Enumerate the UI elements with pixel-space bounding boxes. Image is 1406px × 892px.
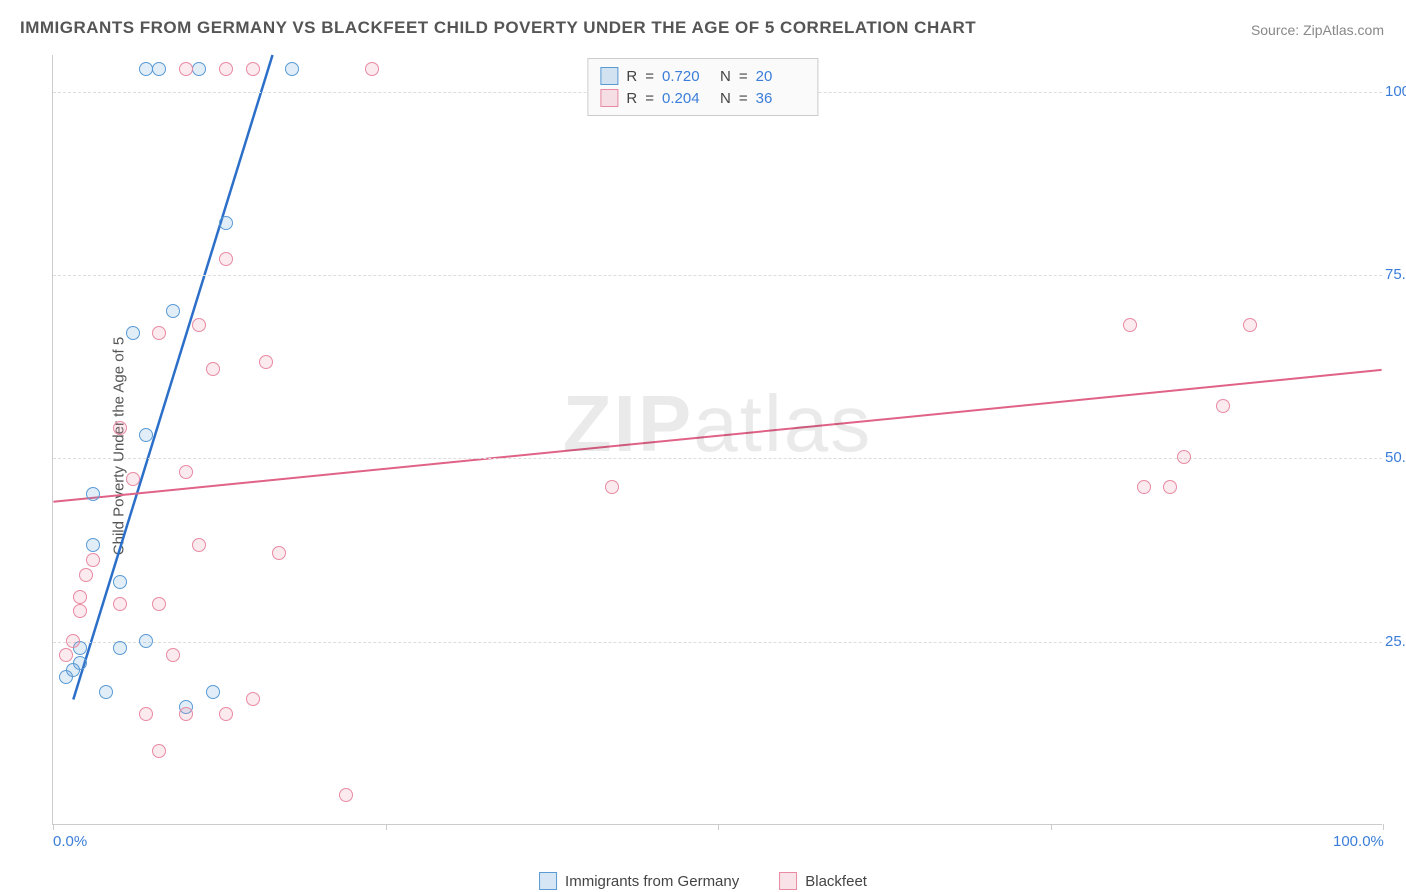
scatter-point-series1 (192, 62, 206, 76)
scatter-point-series1 (113, 641, 127, 655)
n-value-series1: 20 (756, 68, 806, 85)
legend-row-series1: R = 0.720 N = 20 (600, 65, 805, 87)
gridline-horizontal (53, 642, 1382, 643)
scatter-point-series2 (152, 326, 166, 340)
r-label: R (626, 90, 637, 107)
scatter-point-series2 (192, 318, 206, 332)
trend-line-series2 (53, 370, 1381, 502)
scatter-point-series2 (219, 707, 233, 721)
scatter-point-series2 (59, 648, 73, 662)
scatter-point-series2 (179, 465, 193, 479)
legend-swatch-series2 (600, 89, 618, 107)
scatter-point-series2 (73, 604, 87, 618)
scatter-point-series2 (79, 568, 93, 582)
scatter-point-series2 (246, 62, 260, 76)
scatter-point-series2 (66, 634, 80, 648)
scatter-point-series2 (219, 62, 233, 76)
eq-sign: = (739, 90, 748, 107)
scatter-point-series1 (86, 487, 100, 501)
scatter-point-series2 (152, 597, 166, 611)
y-tick-label: 75.0% (1385, 266, 1406, 283)
eq-sign: = (739, 68, 748, 85)
scatter-point-series2 (206, 362, 220, 376)
scatter-point-series1 (219, 216, 233, 230)
scatter-point-series1 (139, 634, 153, 648)
scatter-point-series2 (1216, 399, 1230, 413)
scatter-point-series2 (1137, 480, 1151, 494)
scatter-point-series2 (86, 553, 100, 567)
r-value-series2: 0.204 (662, 90, 712, 107)
plot-area: ZIPatlas 25.0%50.0%75.0%100.0%0.0%100.0% (52, 55, 1382, 825)
x-tick (1383, 824, 1384, 830)
scatter-point-series2 (179, 707, 193, 721)
chart-title: IMMIGRANTS FROM GERMANY VS BLACKFEET CHI… (20, 18, 976, 38)
correlation-legend: R = 0.720 N = 20 R = 0.204 N = 36 (587, 58, 818, 116)
y-tick-label: 50.0% (1385, 449, 1406, 466)
watermark-suffix: atlas (693, 379, 872, 468)
scatter-point-series1 (206, 685, 220, 699)
scatter-point-series2 (259, 355, 273, 369)
legend-label-series2: Blackfeet (805, 873, 867, 890)
legend-item-series1: Immigrants from Germany (539, 872, 739, 890)
scatter-point-series2 (339, 788, 353, 802)
watermark: ZIPatlas (563, 378, 872, 470)
scatter-point-series2 (73, 590, 87, 604)
scatter-point-series2 (166, 648, 180, 662)
scatter-point-series1 (99, 685, 113, 699)
x-tick-minor (1051, 824, 1052, 830)
x-tick-minor (386, 824, 387, 830)
legend-swatch-series2 (779, 872, 797, 890)
legend-swatch-series1 (539, 872, 557, 890)
legend-item-series2: Blackfeet (779, 872, 867, 890)
n-label: N (720, 90, 731, 107)
scatter-point-series2 (246, 692, 260, 706)
r-label: R (626, 68, 637, 85)
scatter-point-series1 (86, 538, 100, 552)
x-tick-label: 100.0% (1333, 833, 1384, 850)
n-label: N (720, 68, 731, 85)
scatter-point-series2 (219, 252, 233, 266)
legend-label-series1: Immigrants from Germany (565, 873, 739, 890)
scatter-point-series2 (152, 744, 166, 758)
scatter-point-series1 (139, 62, 153, 76)
series-legend: Immigrants from Germany Blackfeet (539, 872, 867, 890)
r-value-series1: 0.720 (662, 68, 712, 85)
scatter-point-series2 (139, 707, 153, 721)
scatter-point-series2 (272, 546, 286, 560)
scatter-point-series1 (113, 575, 127, 589)
scatter-point-series2 (192, 538, 206, 552)
x-tick-label: 0.0% (53, 833, 87, 850)
scatter-point-series2 (1177, 450, 1191, 464)
y-tick-label: 25.0% (1385, 633, 1406, 650)
scatter-point-series2 (1163, 480, 1177, 494)
legend-swatch-series1 (600, 67, 618, 85)
scatter-point-series1 (139, 428, 153, 442)
scatter-point-series1 (126, 326, 140, 340)
scatter-point-series1 (73, 656, 87, 670)
source-label: Source: ZipAtlas.com (1251, 22, 1384, 38)
legend-row-series2: R = 0.204 N = 36 (600, 87, 805, 109)
eq-sign: = (645, 90, 654, 107)
scatter-point-series1 (166, 304, 180, 318)
scatter-point-series2 (1123, 318, 1137, 332)
scatter-point-series2 (179, 62, 193, 76)
scatter-point-series2 (605, 480, 619, 494)
trend-line-series1 (73, 55, 272, 699)
scatter-point-series1 (152, 62, 166, 76)
trend-lines-svg (53, 55, 1382, 824)
eq-sign: = (645, 68, 654, 85)
x-tick-minor (718, 824, 719, 830)
scatter-point-series1 (285, 62, 299, 76)
scatter-point-series2 (1243, 318, 1257, 332)
scatter-point-series2 (365, 62, 379, 76)
scatter-point-series2 (113, 597, 127, 611)
y-tick-label: 100.0% (1385, 83, 1406, 100)
scatter-point-series2 (113, 421, 127, 435)
scatter-point-series2 (126, 472, 140, 486)
n-value-series2: 36 (756, 90, 806, 107)
gridline-horizontal (53, 275, 1382, 276)
x-tick (53, 824, 54, 830)
watermark-prefix: ZIP (563, 379, 693, 468)
